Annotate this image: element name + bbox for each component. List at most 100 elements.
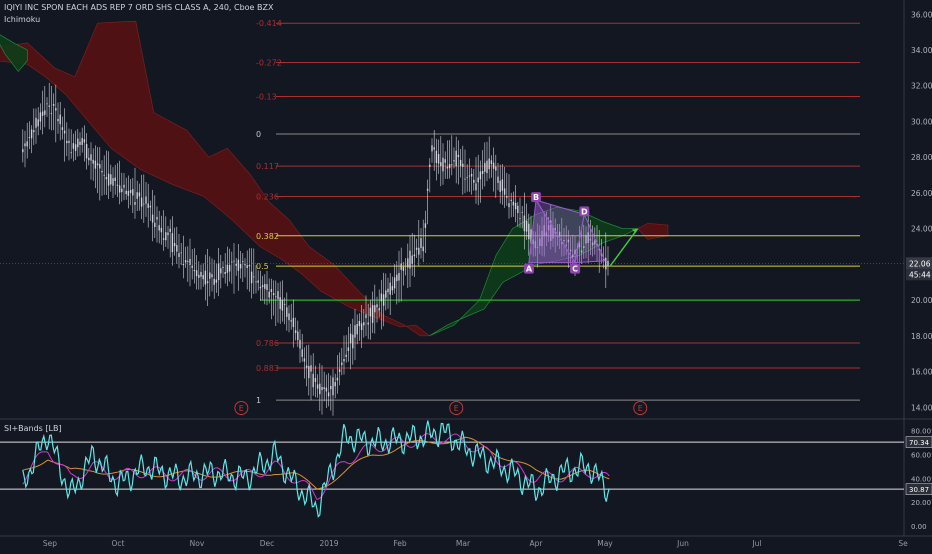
candle-body (589, 239, 592, 241)
bar-countdown-label: 45:44 (909, 270, 931, 279)
time-axis-tick-label: Dec (260, 539, 275, 548)
candle-body (83, 139, 86, 143)
candle-body (598, 248, 600, 251)
candle-body (118, 185, 121, 193)
pattern-triangle-cd (574, 212, 606, 264)
candle-body (44, 110, 46, 115)
candle-body (336, 377, 339, 381)
projection-arrow-line (609, 228, 639, 267)
candle-body (330, 385, 332, 390)
candle-body (400, 263, 402, 270)
candle-body (33, 130, 35, 133)
candle-body (275, 296, 277, 298)
candle-body (184, 260, 187, 263)
candle-body (235, 263, 237, 266)
candle-body (268, 291, 270, 298)
candle-body (492, 162, 495, 169)
candle-body (398, 272, 400, 281)
candle-body (382, 294, 385, 306)
candle-body (253, 276, 255, 278)
candle-body (451, 164, 453, 166)
projection-arrow-head (631, 228, 638, 233)
time-axis-tick-label: Nov (190, 539, 205, 548)
candle-body (484, 162, 486, 172)
price-axis-tick-label: 26.00 (911, 189, 932, 198)
time-axis-tick-label: Sep (43, 539, 57, 548)
candle-body (213, 278, 215, 285)
candle-body (233, 260, 235, 262)
candle-body (422, 246, 424, 252)
candle-body (457, 154, 460, 158)
candle-body (356, 324, 358, 335)
lower-band-label: 30.87 (909, 486, 929, 494)
candle-body (587, 232, 589, 243)
candle-body (180, 252, 182, 254)
candle-body (512, 201, 515, 206)
candle-body (407, 258, 409, 268)
time-axis-tick-label: Apr (530, 539, 544, 548)
candle-body (279, 297, 281, 309)
candle-body (277, 291, 279, 300)
candle-body (200, 271, 202, 277)
candle-body (378, 308, 380, 311)
candle-body (294, 330, 297, 333)
candle-body (182, 263, 185, 266)
candle-body (349, 333, 352, 344)
candle-body (259, 286, 262, 289)
fib-level-label: 0.883 (256, 364, 279, 373)
indicator-label[interactable]: Ichimoku (4, 15, 41, 24)
candle-body (506, 196, 508, 198)
candle-body (387, 288, 389, 293)
candle-body (519, 218, 521, 220)
candle-body (319, 383, 321, 395)
candle-body (50, 113, 53, 114)
candle-body (74, 144, 77, 151)
candle-body (301, 349, 303, 357)
candle-body (22, 149, 24, 153)
candle-body (92, 159, 94, 164)
candle-body (607, 260, 609, 266)
candle-body (103, 174, 105, 176)
candle-body (149, 205, 152, 208)
candle-body (429, 164, 431, 167)
candle-body (41, 111, 44, 116)
candle-body (173, 242, 176, 247)
candle-body (418, 247, 420, 255)
candle-body (323, 387, 325, 390)
candle-body (204, 270, 207, 285)
candle-body (143, 203, 145, 205)
candle-body (495, 166, 497, 171)
candle-body (39, 112, 42, 122)
candle-body (389, 282, 391, 295)
candle-body (176, 245, 178, 252)
fib-level-label: 0 (256, 130, 261, 139)
candle-body (488, 158, 490, 170)
candle-body (224, 271, 226, 275)
candle-body (206, 281, 209, 284)
candle-body (499, 180, 501, 192)
symbol-title[interactable]: IQIYI INC SPON EACH ADS REP 7 ORD SHS CL… (4, 3, 274, 12)
oscillator-axis-tick-label: 20.00 (911, 499, 931, 507)
candle-body (121, 188, 123, 193)
candle-body (255, 281, 257, 283)
candle-body (440, 162, 442, 167)
oscillator-series-cyan (22, 420, 610, 518)
candle-body (409, 250, 411, 269)
candle-body (385, 290, 387, 298)
pattern-point-marker (570, 263, 581, 274)
candle-body (99, 164, 101, 169)
candle-body (310, 365, 312, 372)
price-axis-tick-label: 18.00 (911, 332, 932, 341)
candle-body (55, 108, 57, 111)
price-axis-tick-label: 32.00 (911, 82, 932, 91)
candle-body (360, 323, 363, 331)
candle-body (411, 255, 413, 265)
candle-body (272, 293, 275, 296)
candle-body (63, 130, 66, 134)
candle-body (215, 279, 218, 283)
candle-body (226, 264, 229, 273)
fib-level-label: 0.117 (256, 162, 279, 171)
candle-body (46, 103, 48, 105)
candle-body (28, 137, 31, 139)
